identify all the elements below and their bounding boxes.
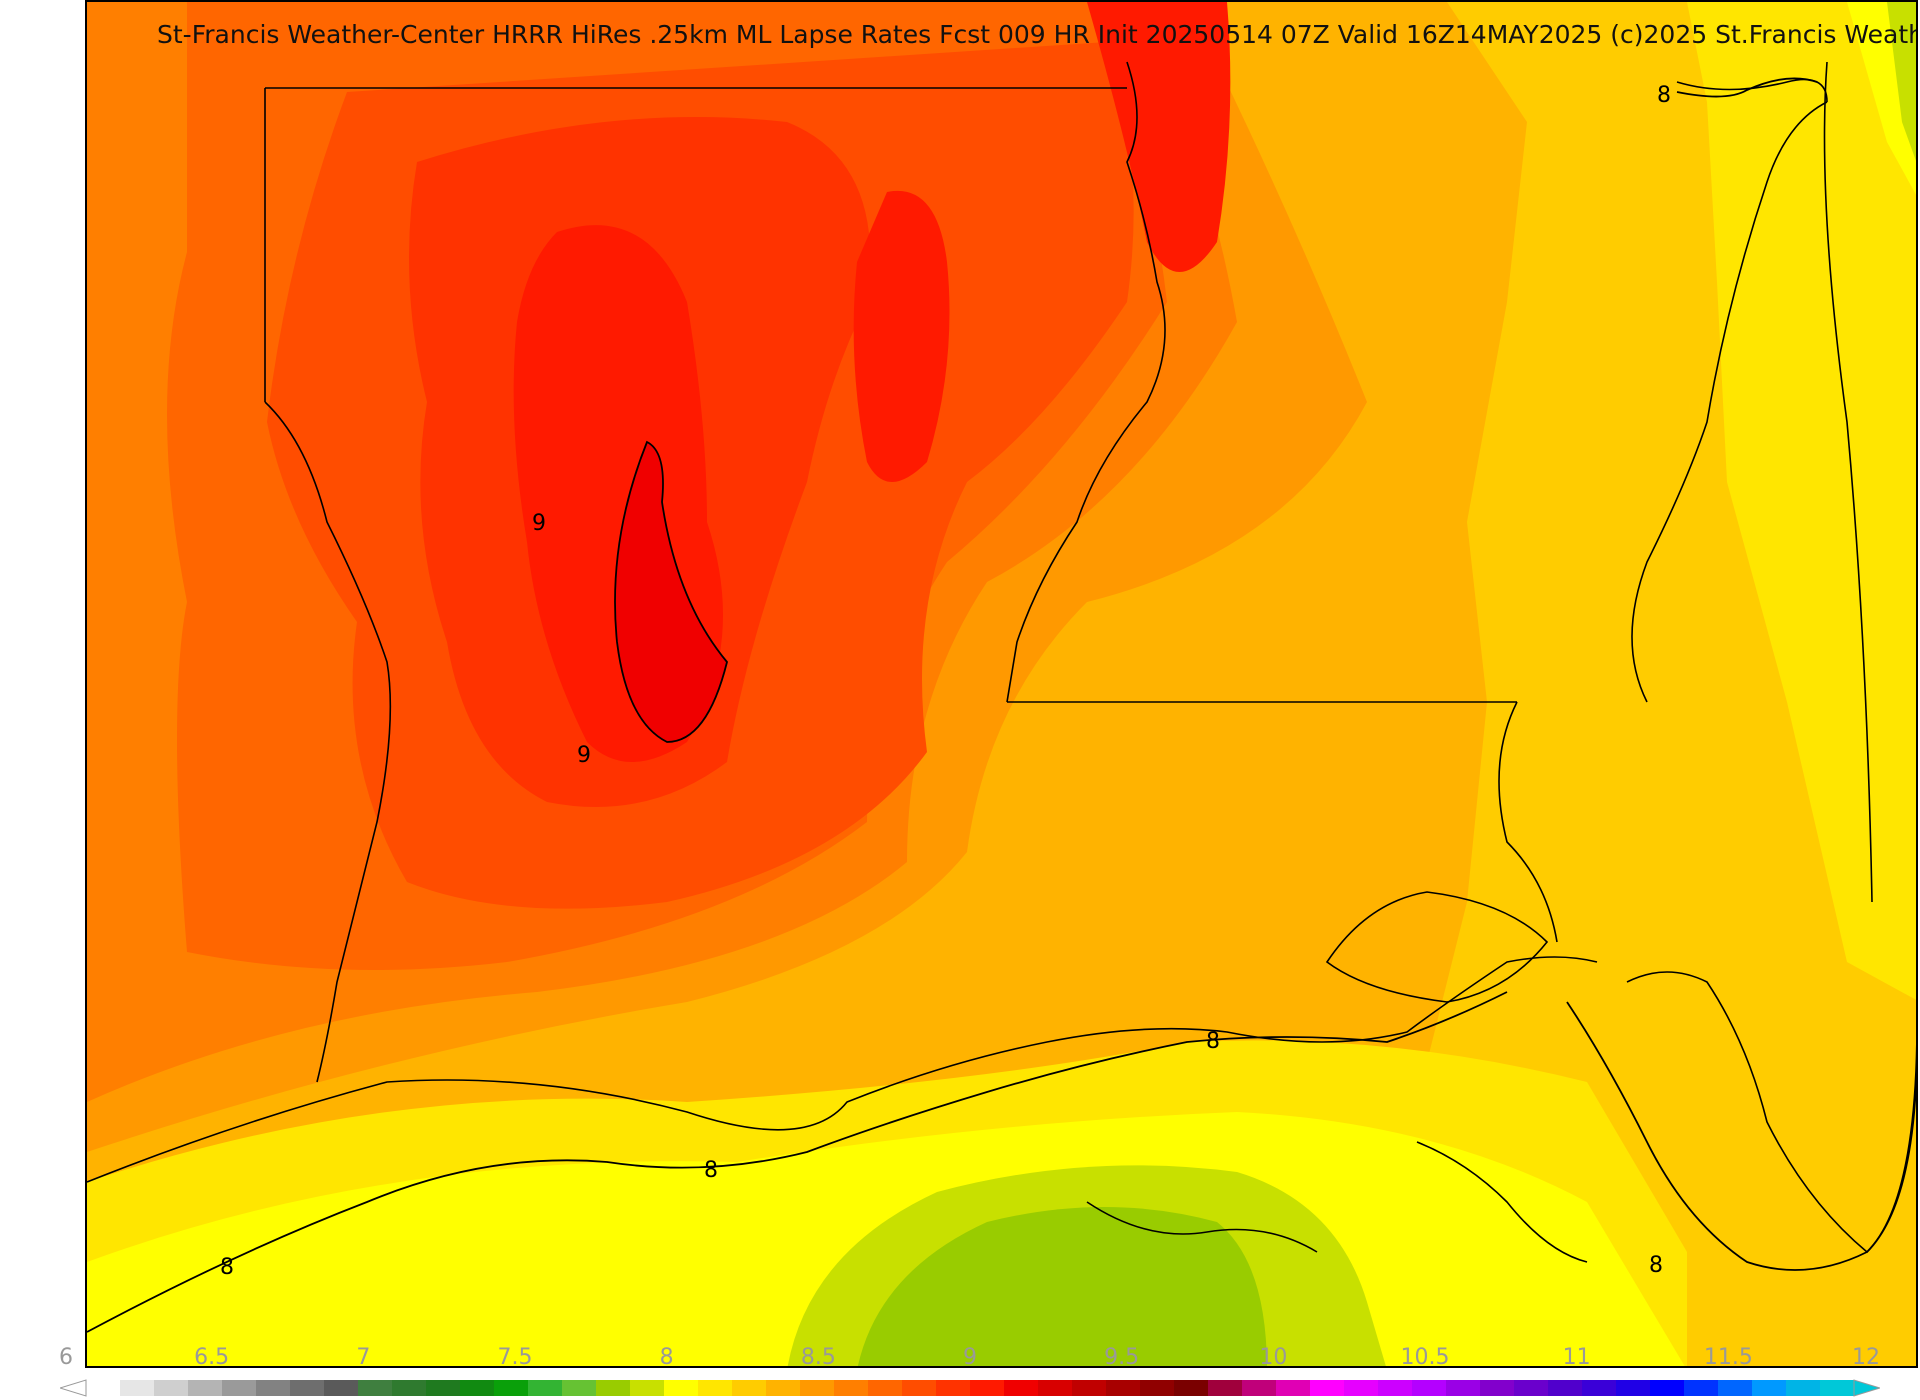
- field-darkred-core: [615, 442, 727, 742]
- colorbar-min-arrow: [60, 1379, 87, 1397]
- state-borders: [264, 61, 1873, 1083]
- colorbar-cell: [1752, 1380, 1787, 1396]
- colorbar-cell: [1786, 1380, 1821, 1396]
- colorbar-tick-label: 11.5: [1703, 1345, 1753, 1370]
- map-title: St-Francis Weather-Center HRRR HiRes .25…: [157, 20, 1918, 49]
- field-lightyellow-east: [1687, 2, 1916, 1000]
- colorbar-cell: [120, 1380, 155, 1396]
- contour-label: 8: [1657, 83, 1671, 108]
- colorbar-cell: [528, 1380, 563, 1396]
- colorbar-cell: [188, 1380, 223, 1396]
- colorbar-tick-label: 10.5: [1400, 1345, 1450, 1370]
- contour-label: 9: [532, 511, 546, 536]
- colorbar-tick-label: 12: [1852, 1345, 1880, 1370]
- contour-lines: [87, 77, 1916, 1333]
- contour-8-se-line: [1566, 1001, 1916, 1271]
- field-lime-ne: [1887, 2, 1916, 161]
- colorbar-cell: [460, 1380, 495, 1396]
- colorbar-cell: [256, 1380, 291, 1396]
- colorbar: [60, 1379, 1880, 1397]
- colorbar-cell: [732, 1380, 767, 1396]
- lapse-rate-map: 9 9 8 8 8 8 8: [87, 2, 1916, 1366]
- coastline: [87, 891, 1916, 1263]
- contour-label: 8: [220, 1255, 234, 1280]
- colorbar-cell: [1072, 1380, 1107, 1396]
- field-red-ne: [1087, 2, 1231, 272]
- colorbar-cell: [290, 1380, 325, 1396]
- colorbar-cell: [1446, 1380, 1481, 1396]
- colorbar-max-arrow: [1853, 1379, 1880, 1397]
- colorbar-cell: [936, 1380, 971, 1396]
- colorbar-cell: [834, 1380, 869, 1396]
- colorbar-tick-label: 7: [356, 1345, 371, 1370]
- colorbar-cell: [1548, 1380, 1583, 1396]
- colorbar-cell: [664, 1380, 699, 1396]
- contour-9-line: [614, 440, 728, 743]
- map-panel: 9 9 8 8 8 8 8 St-Francis Weather-Center …: [85, 0, 1918, 1368]
- colorbar-cell: [1650, 1380, 1685, 1396]
- colorbar-cell: [1718, 1380, 1753, 1396]
- colorbar-tick-label: 9.5: [1104, 1345, 1140, 1370]
- colorbar-cell: [154, 1380, 189, 1396]
- field-green-gulf: [857, 1207, 1267, 1366]
- colorbar-cell: [426, 1380, 461, 1396]
- colorbar-cell: [358, 1380, 393, 1396]
- colorbar-cell: [1106, 1380, 1141, 1396]
- colorbar-cell: [392, 1380, 427, 1396]
- colorbar-cell: [970, 1380, 1005, 1396]
- colorbar-tick-label: 11: [1562, 1345, 1591, 1370]
- colorbar-cell: [766, 1380, 801, 1396]
- colorbar-cell: [1480, 1380, 1515, 1396]
- colorbar-cell: [1378, 1380, 1413, 1396]
- colorbar-cell: [1514, 1380, 1549, 1396]
- colorbar-cell: [1174, 1380, 1209, 1396]
- contour-label: 8: [1206, 1029, 1220, 1054]
- field-red-maxima-2: [853, 190, 950, 482]
- colorbar-tick-label: 6: [59, 1345, 73, 1370]
- colorbar-cell: [1310, 1380, 1345, 1396]
- colorbar-cell: [494, 1380, 529, 1396]
- colorbar-tick-label: 8: [659, 1345, 674, 1370]
- colorbar-cell: [86, 1380, 121, 1396]
- contour-label: 8: [1649, 1253, 1663, 1278]
- colorbar-cell: [800, 1380, 835, 1396]
- colorbar-cell: [1616, 1380, 1651, 1396]
- contour-label: 9: [577, 743, 591, 768]
- colorbar-cell: [1038, 1380, 1073, 1396]
- colorbar-cell: [562, 1380, 597, 1396]
- colorbar-tick-label: 6.5: [194, 1345, 230, 1370]
- colorbar-cell: [868, 1380, 903, 1396]
- colorbar-cell: [1004, 1380, 1039, 1396]
- colorbar-tick-label: 8.5: [800, 1345, 836, 1370]
- colorbar-cell: [324, 1380, 359, 1396]
- colorbar-cell: [902, 1380, 937, 1396]
- colorbar-cell: [630, 1380, 665, 1396]
- colorbar-tick-label: 7.5: [497, 1345, 533, 1370]
- contour-labels: 9 9 8 8 8 8 8: [220, 83, 1671, 1280]
- colorbar-cell: [1208, 1380, 1243, 1396]
- colorbar-cell: [1820, 1380, 1855, 1396]
- colorbar-cell: [1344, 1380, 1379, 1396]
- colorbar-cell: [1412, 1380, 1447, 1396]
- colorbar-cell: [222, 1380, 257, 1396]
- colorbar-tick-label: 9: [963, 1345, 977, 1370]
- colorbar-cell: [1242, 1380, 1277, 1396]
- contour-8-gulf-line: [87, 991, 1508, 1333]
- colorbar-cell: [1582, 1380, 1617, 1396]
- colorbar-cell: [698, 1380, 733, 1396]
- contour-8-ne-line: [1676, 77, 1818, 98]
- colorbar-cell: [1140, 1380, 1175, 1396]
- contour-label: 8: [704, 1158, 718, 1183]
- colorbar-tick-label: 10: [1259, 1345, 1288, 1370]
- colorbar-cell: [1684, 1380, 1719, 1396]
- colorbar-cell: [1276, 1380, 1311, 1396]
- colorbar-cell: [596, 1380, 631, 1396]
